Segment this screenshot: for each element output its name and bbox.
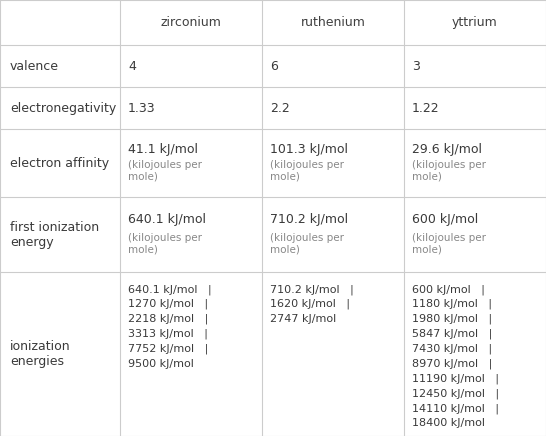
Text: 710.2 kJ/mol: 710.2 kJ/mol (270, 213, 348, 226)
Text: 29.6 kJ/mol: 29.6 kJ/mol (412, 143, 482, 156)
Text: ionization
energies: ionization energies (10, 340, 70, 368)
Text: (kilojoules per
mole): (kilojoules per mole) (270, 233, 344, 254)
Text: zirconium: zirconium (161, 16, 222, 29)
Text: 2.2: 2.2 (270, 102, 290, 115)
Text: 600 kJ/mol   |
1180 kJ/mol   |
1980 kJ/mol   |
5847 kJ/mol   |
7430 kJ/mol   |
8: 600 kJ/mol | 1180 kJ/mol | 1980 kJ/mol |… (412, 284, 499, 428)
Text: 710.2 kJ/mol   |
1620 kJ/mol   |
2747 kJ/mol: 710.2 kJ/mol | 1620 kJ/mol | 2747 kJ/mol (270, 284, 354, 324)
Text: (kilojoules per
mole): (kilojoules per mole) (128, 160, 202, 182)
Text: 101.3 kJ/mol: 101.3 kJ/mol (270, 143, 348, 156)
Text: 640.1 kJ/mol: 640.1 kJ/mol (128, 213, 206, 226)
Text: 6: 6 (270, 59, 278, 72)
Text: 1.22: 1.22 (412, 102, 440, 115)
Text: (kilojoules per
mole): (kilojoules per mole) (270, 160, 344, 182)
Text: 1.33: 1.33 (128, 102, 156, 115)
Text: (kilojoules per
mole): (kilojoules per mole) (412, 233, 486, 254)
Text: electron affinity: electron affinity (10, 157, 109, 170)
Text: ruthenium: ruthenium (300, 16, 365, 29)
Text: valence: valence (10, 59, 59, 72)
Text: 3: 3 (412, 59, 420, 72)
Text: electronegativity: electronegativity (10, 102, 116, 115)
Text: yttrium: yttrium (452, 16, 498, 29)
Text: 640.1 kJ/mol   |
1270 kJ/mol   |
2218 kJ/mol   |
3313 kJ/mol   |
7752 kJ/mol   |: 640.1 kJ/mol | 1270 kJ/mol | 2218 kJ/mol… (128, 284, 212, 368)
Text: (kilojoules per
mole): (kilojoules per mole) (412, 160, 486, 182)
Text: 4: 4 (128, 59, 136, 72)
Text: 600 kJ/mol: 600 kJ/mol (412, 213, 478, 226)
Text: (kilojoules per
mole): (kilojoules per mole) (128, 233, 202, 254)
Text: 41.1 kJ/mol: 41.1 kJ/mol (128, 143, 198, 156)
Text: first ionization
energy: first ionization energy (10, 221, 99, 249)
